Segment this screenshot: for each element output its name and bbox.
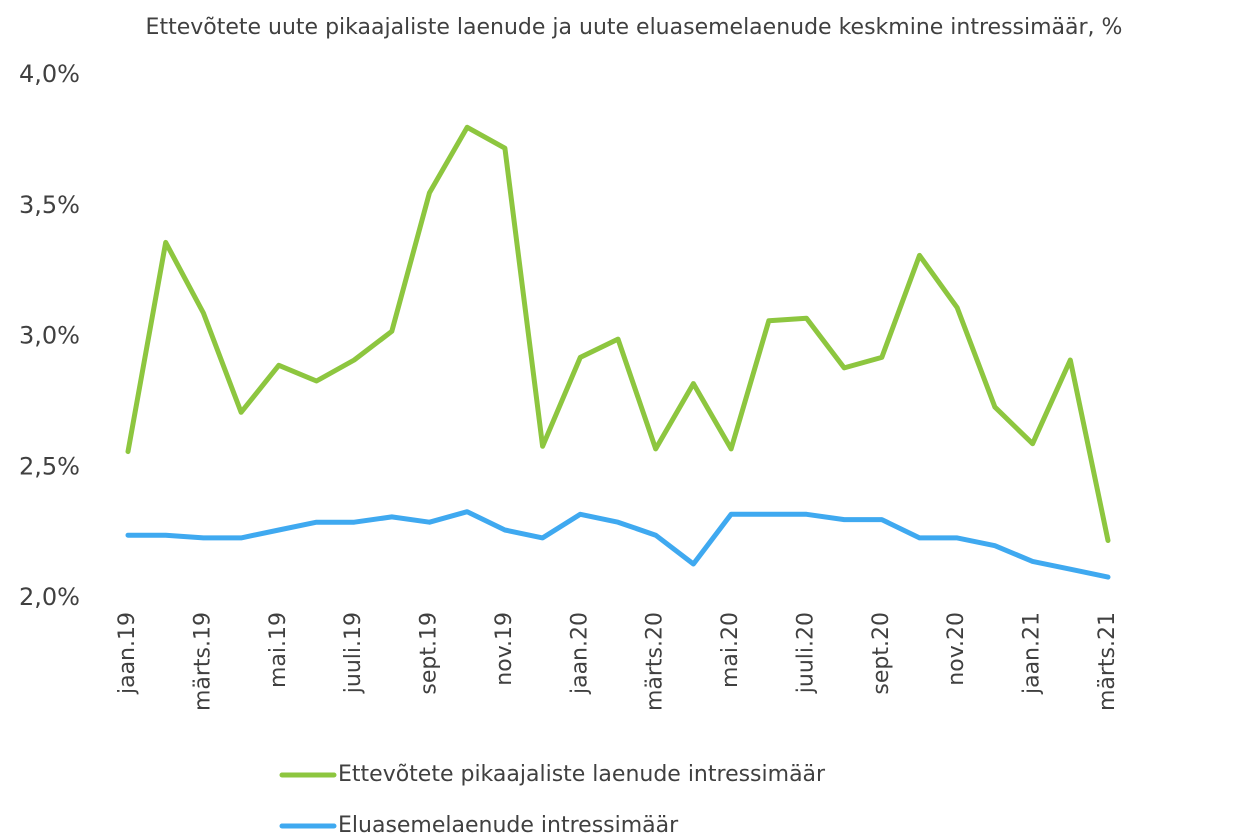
y-tick-label: 2,0% — [19, 583, 80, 611]
x-tick-label: märts.19 — [190, 612, 215, 711]
x-tick-label: jaan.20 — [567, 612, 592, 695]
x-tick-label: mai.19 — [266, 612, 291, 688]
x-tick-label: nov.20 — [944, 612, 969, 686]
x-tick-label: juuli.19 — [341, 612, 366, 694]
x-tick-label: sept.20 — [869, 612, 894, 695]
legend-label: Ettevõtete pikaajaliste laenude intressi… — [338, 762, 826, 787]
y-tick-label: 2,5% — [19, 452, 80, 480]
y-tick-label: 3,5% — [19, 191, 80, 219]
x-tick-label: jaan.19 — [115, 612, 140, 695]
x-tick-label: nov.19 — [492, 612, 517, 686]
chart-title: Ettevõtete uute pikaajaliste laenude ja … — [146, 15, 1123, 40]
y-tick-label: 3,0% — [19, 322, 80, 350]
series-line — [125, 509, 1111, 580]
x-tick-label: jaan.21 — [1020, 612, 1045, 695]
y-tick-label: 4,0% — [19, 60, 80, 88]
x-tick-label: märts.21 — [1095, 612, 1120, 711]
x-tick-label: mai.20 — [718, 612, 743, 688]
x-tick-label: märts.20 — [643, 612, 668, 711]
legend-label: Eluasemelaenude intressimäär — [338, 813, 679, 838]
series-line — [125, 124, 1111, 543]
x-tick-label: juuli.20 — [793, 612, 818, 694]
x-tick-label: sept.19 — [417, 612, 442, 695]
